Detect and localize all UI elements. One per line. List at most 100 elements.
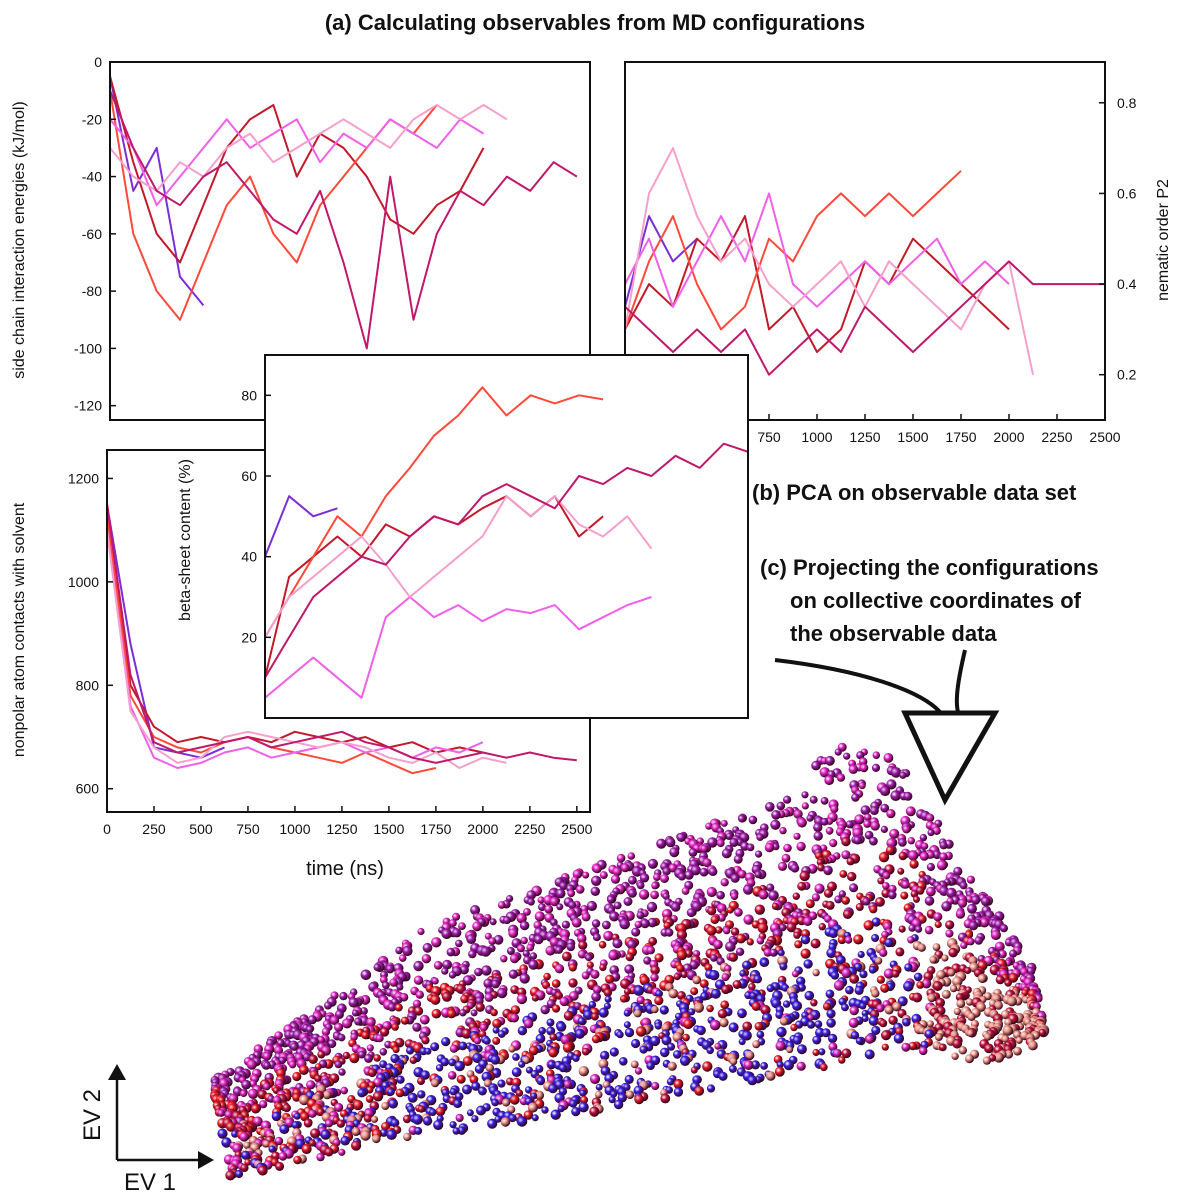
cloud-point bbox=[448, 1058, 457, 1067]
cloud-point bbox=[271, 1111, 282, 1122]
series-line bbox=[265, 386, 604, 638]
cloud-point bbox=[859, 757, 868, 766]
cloud-point bbox=[890, 790, 901, 801]
cloud-point bbox=[546, 1026, 556, 1036]
cloud-point bbox=[747, 1075, 758, 1086]
cloud-point bbox=[442, 959, 452, 970]
cloud-point bbox=[489, 918, 497, 926]
cloud-point bbox=[676, 832, 686, 843]
cloud-point bbox=[497, 1079, 506, 1088]
cloud-point bbox=[379, 1060, 388, 1069]
cloud-point bbox=[646, 946, 655, 955]
cloud-point bbox=[924, 925, 934, 935]
x-tick-label: 500 bbox=[189, 821, 213, 837]
cloud-point bbox=[864, 1049, 875, 1060]
cloud-point bbox=[758, 889, 769, 900]
cloud-point bbox=[291, 1121, 300, 1130]
cloud-point bbox=[721, 984, 731, 995]
cloud-point bbox=[966, 875, 976, 884]
cloud-point bbox=[690, 987, 699, 996]
cloud-point bbox=[274, 1031, 283, 1040]
cloud-point bbox=[508, 1114, 517, 1123]
cloud-point bbox=[719, 1017, 729, 1028]
cloud-point bbox=[859, 970, 868, 979]
cloud-point bbox=[684, 870, 694, 880]
cloud-point bbox=[479, 1023, 488, 1032]
cloud-point bbox=[665, 837, 676, 848]
cloud-point bbox=[455, 1114, 464, 1122]
cloud-point bbox=[441, 967, 449, 975]
cloud-point bbox=[682, 1033, 690, 1042]
cloud-point bbox=[590, 969, 600, 979]
cloud-point bbox=[447, 1071, 457, 1080]
cloud-point bbox=[891, 969, 900, 978]
cloud-point bbox=[433, 1119, 444, 1131]
cloud-point bbox=[385, 964, 395, 974]
chart: 80 60 40 20 beta-sheet content (%) bbox=[177, 354, 749, 719]
cloud-point bbox=[627, 888, 637, 898]
cloud-point bbox=[841, 1003, 849, 1012]
cloud-point bbox=[856, 751, 865, 760]
plot-frame bbox=[264, 354, 749, 719]
cloud-point bbox=[535, 1064, 544, 1073]
cloud-point bbox=[466, 1109, 474, 1117]
cloud-point bbox=[811, 760, 821, 771]
cloud-point bbox=[763, 948, 772, 957]
cloud-point bbox=[540, 1005, 550, 1015]
cloud-point bbox=[688, 848, 698, 857]
cloud-point bbox=[779, 962, 788, 971]
cloud-point bbox=[575, 885, 585, 894]
cloud-point bbox=[452, 912, 461, 921]
cloud-point bbox=[454, 1092, 464, 1101]
cloud-point bbox=[292, 1071, 302, 1082]
cloud-point bbox=[225, 1170, 236, 1181]
cloud-point bbox=[751, 1001, 761, 1012]
cloud-point bbox=[796, 1044, 807, 1055]
cloud-point bbox=[603, 930, 614, 942]
cloud-point bbox=[828, 928, 839, 939]
cloud-point bbox=[845, 820, 854, 829]
cloud-point bbox=[457, 1126, 467, 1135]
cloud-point bbox=[412, 1022, 422, 1032]
cloud-point bbox=[860, 805, 871, 815]
cloud-point bbox=[417, 927, 425, 936]
y-tick-label: 0.6 bbox=[1117, 185, 1137, 201]
cloud-point bbox=[949, 984, 958, 993]
cloud-point bbox=[562, 951, 572, 962]
cloud-point bbox=[298, 1094, 310, 1106]
cloud-point bbox=[307, 1015, 317, 1025]
cloud-point bbox=[871, 917, 881, 927]
series-line bbox=[110, 118, 485, 207]
cloud-point bbox=[462, 1084, 472, 1095]
cloud-point bbox=[449, 1088, 457, 1096]
cloud-point bbox=[372, 1134, 381, 1144]
cloud-point bbox=[577, 1017, 586, 1026]
cloud-point bbox=[776, 801, 786, 811]
cloud-point bbox=[904, 963, 913, 972]
cloud-point bbox=[837, 935, 847, 945]
cloud-point bbox=[651, 881, 659, 890]
cloud-point bbox=[673, 1050, 682, 1059]
cloud-point bbox=[599, 963, 607, 972]
cloud-point bbox=[448, 971, 457, 979]
cloud-point bbox=[324, 1147, 334, 1157]
cloud-point bbox=[581, 912, 591, 922]
cloud-point bbox=[559, 996, 569, 1007]
x-tick-label: 1500 bbox=[373, 821, 404, 837]
cloud-point bbox=[724, 964, 732, 973]
cloud-point bbox=[833, 980, 845, 991]
cloud-point bbox=[650, 973, 659, 982]
cloud-point bbox=[288, 1060, 297, 1069]
cloud-point bbox=[338, 1148, 346, 1156]
cloud-point bbox=[543, 972, 551, 981]
cloud-point bbox=[913, 895, 920, 903]
cloud-point bbox=[441, 991, 452, 1002]
cloud-point bbox=[541, 1106, 549, 1114]
cloud-point bbox=[340, 1135, 351, 1146]
cloud-point bbox=[624, 1027, 635, 1038]
cloud-point bbox=[908, 1041, 918, 1051]
cloud-point bbox=[805, 899, 815, 909]
cloud-point bbox=[360, 1130, 371, 1141]
lines bbox=[110, 76, 578, 350]
cloud-point bbox=[471, 1081, 481, 1091]
